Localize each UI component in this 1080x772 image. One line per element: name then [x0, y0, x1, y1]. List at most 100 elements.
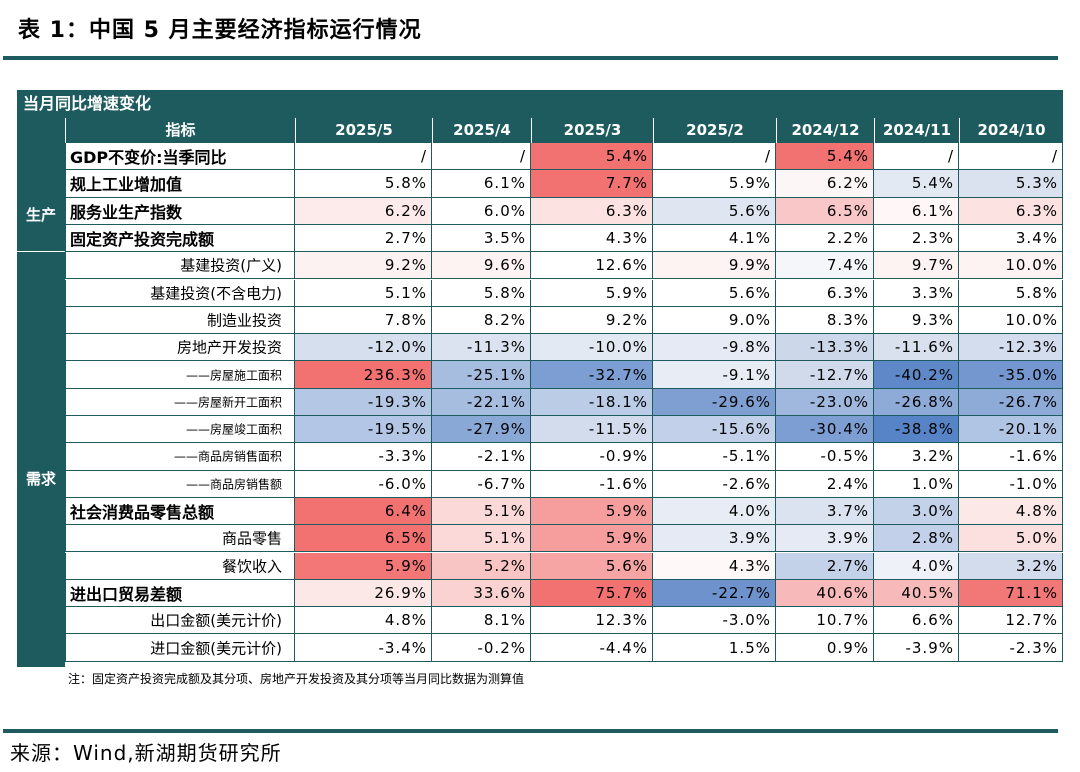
- column-header: 2025/2: [653, 118, 776, 143]
- value-cell: 6.4%: [295, 497, 432, 526]
- value-text: -11.5%: [588, 420, 648, 439]
- value-text: 6.2%: [384, 201, 427, 220]
- value-cell: 3.7%: [776, 497, 874, 526]
- value-cell: 7.7%: [531, 170, 653, 198]
- value-text: 9.7%: [911, 256, 954, 275]
- value-cell: 8.2%: [432, 306, 531, 335]
- value-text: -2.3%: [1009, 638, 1058, 657]
- value-cell: 6.5%: [776, 197, 874, 225]
- column-header-indicator: 指标: [65, 118, 295, 143]
- row-indicator-cell: ——商品房销售面积: [65, 443, 295, 471]
- value-cell: 7.8%: [295, 306, 432, 335]
- value-cell: 33.6%: [432, 579, 531, 608]
- value-cell: -23.0%: [776, 388, 874, 416]
- value-text: 5.2%: [483, 556, 526, 575]
- value-cell: -3.9%: [874, 634, 959, 662]
- value-cell: 6.3%: [531, 197, 653, 225]
- value-text: 8.2%: [483, 310, 526, 329]
- value-text: -22.1%: [466, 392, 526, 411]
- value-cell: 4.0%: [653, 497, 776, 526]
- row-indicator-cell: 服务业生产指数: [65, 197, 295, 225]
- value-text: -9.1%: [722, 365, 771, 384]
- table-row: ——房屋施工面积 236.3% -25.1% -32.7% -9.1% -12.7% -40…: [65, 361, 1063, 389]
- value-cell: -4.4%: [531, 634, 653, 662]
- group-label-demand: 需求: [25, 470, 56, 488]
- value-text: 10.7%: [816, 611, 869, 630]
- value-cell: 8.3%: [776, 306, 874, 335]
- value-cell: 5.3%: [959, 170, 1063, 198]
- table-row: 进口金额(美元计价) -3.4% -0.2% -4.4% 1.5% 0.9% -3.9% -2…: [65, 634, 1063, 662]
- value-cell: -40.2%: [874, 361, 959, 389]
- value-text: -15.6%: [711, 420, 771, 439]
- value-cell: -25.1%: [432, 361, 531, 389]
- table-row: 基建投资(不含电力) 5.1% 5.8% 5.9% 5.6% 6.3% 3.3% 5.8%: [65, 279, 1063, 307]
- value-cell: 9.7%: [874, 252, 959, 280]
- row-indicator-label: 固定资产投资完成额: [70, 230, 215, 250]
- value-text: -9.8%: [722, 338, 771, 357]
- value-text: 10.0%: [1005, 310, 1058, 329]
- value-text: 5.9%: [605, 502, 648, 521]
- value-cell: 12.7%: [959, 607, 1063, 635]
- value-text: 4.8%: [1015, 502, 1058, 521]
- value-text: /: [420, 147, 427, 166]
- value-cell: 40.6%: [776, 579, 874, 608]
- source-line: 来源：Wind,新湖期货研究所: [10, 741, 282, 765]
- value-cell: 236.3%: [295, 361, 432, 389]
- value-text: 5.9%: [728, 174, 771, 193]
- value-text: 6.2%: [826, 174, 869, 193]
- value-cell: -12.7%: [776, 361, 874, 389]
- value-text: 4.0%: [911, 556, 954, 575]
- value-cell: 3.2%: [874, 443, 959, 471]
- value-text: -32.7%: [588, 365, 648, 384]
- value-text: 4.3%: [728, 556, 771, 575]
- value-text: -19.5%: [367, 420, 427, 439]
- value-text: -25.1%: [466, 365, 526, 384]
- row-indicator-label: GDP不变价:当季同比: [70, 148, 227, 168]
- column-header-row: 指标 2025/5 2025/4 2025/3 2025/2 2024/12 2024/11…: [17, 118, 1063, 143]
- value-text: 6.5%: [384, 529, 427, 548]
- value-text: 9.2%: [384, 256, 427, 275]
- value-text: 5.6%: [728, 201, 771, 220]
- value-cell: 10.0%: [959, 252, 1063, 280]
- value-cell: 5.4%: [531, 143, 653, 171]
- value-text: -1.6%: [599, 474, 648, 493]
- value-text: 5.3%: [1015, 174, 1058, 193]
- value-cell: -32.7%: [531, 361, 653, 389]
- column-header: 2024/12: [776, 118, 874, 143]
- value-cell: -38.8%: [874, 416, 959, 444]
- value-cell: 4.3%: [653, 552, 776, 580]
- value-text: -6.7%: [477, 474, 526, 493]
- value-text: -2.1%: [477, 447, 526, 466]
- row-indicator-label: 社会消费品零售总额: [70, 503, 215, 523]
- value-text: /: [1051, 147, 1058, 166]
- value-cell: 3.5%: [432, 224, 531, 253]
- table-row: 固定资产投资完成额 2.7% 3.5% 4.3% 4.1% 2.2% 2.3% 3.4%: [65, 224, 1063, 253]
- value-text: 3.3%: [911, 283, 954, 302]
- value-cell: -0.9%: [531, 443, 653, 471]
- value-cell: -35.0%: [959, 361, 1063, 389]
- value-text: 5.8%: [1015, 283, 1058, 302]
- value-cell: -26.8%: [874, 388, 959, 416]
- value-text: 7.4%: [826, 256, 869, 275]
- value-text: -0.9%: [599, 447, 648, 466]
- column-header: 2025/5: [295, 118, 432, 143]
- value-cell: -6.7%: [432, 470, 531, 498]
- top-divider: [3, 56, 1058, 60]
- value-text: 1.5%: [728, 638, 771, 657]
- value-cell: 7.4%: [776, 252, 874, 280]
- value-text: 75.7%: [595, 583, 648, 602]
- value-cell: -27.9%: [432, 416, 531, 444]
- value-cell: 6.1%: [874, 197, 959, 225]
- row-indicator-label: ——商品房销售面积: [173, 449, 282, 464]
- table-row: 餐饮收入 5.9% 5.2% 5.6% 4.3% 2.7% 4.0% 3.2%: [65, 552, 1063, 580]
- value-text: -3.0%: [722, 611, 771, 630]
- value-cell: 5.9%: [531, 279, 653, 307]
- value-cell: -1.6%: [959, 443, 1063, 471]
- value-text: 3.5%: [483, 229, 526, 248]
- value-cell: 6.3%: [776, 279, 874, 307]
- value-cell: 5.9%: [653, 170, 776, 198]
- value-cell: 5.6%: [653, 197, 776, 225]
- value-cell: 2.7%: [295, 224, 432, 253]
- value-text: 33.6%: [473, 583, 526, 602]
- value-cell: 5.9%: [531, 525, 653, 553]
